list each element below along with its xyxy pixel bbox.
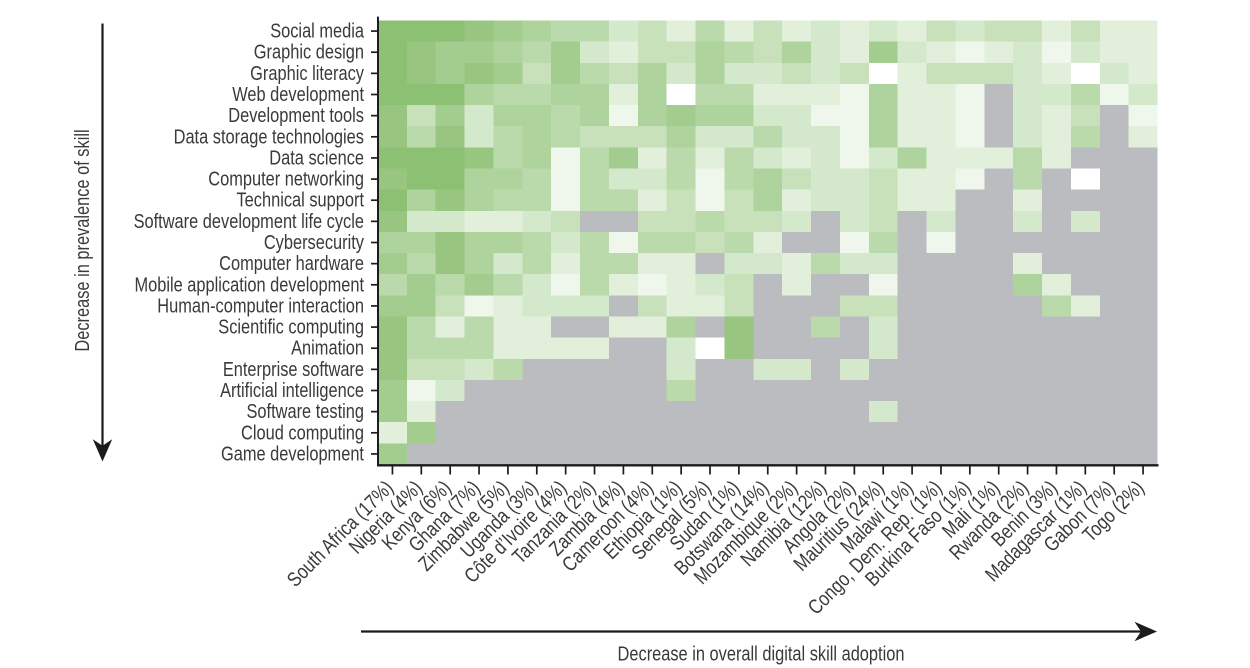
svg-text:Data science: Data science [269,146,364,169]
svg-text:Computer networking: Computer networking [208,167,364,190]
svg-text:Decrease in prevalence of skil: Decrease in prevalence of skill [70,129,93,351]
svg-text:Social media: Social media [270,19,364,42]
svg-text:Scientific computing: Scientific computing [218,315,364,338]
svg-text:Data storage technologies: Data storage technologies [174,125,364,148]
svg-text:Artificial intelligence: Artificial intelligence [220,378,364,401]
svg-text:Cloud computing: Cloud computing [241,421,364,444]
svg-text:Technical support: Technical support [236,188,364,211]
svg-text:Cybersecurity: Cybersecurity [264,230,365,253]
svg-text:Software development life cycl: Software development life cycle [134,209,364,232]
svg-text:Decrease in overall digital sk: Decrease in overall digital skill adopti… [618,642,905,665]
svg-text:Web development: Web development [232,82,365,105]
svg-text:Development tools: Development tools [228,103,364,126]
svg-text:Computer hardware: Computer hardware [219,251,364,274]
svg-text:Graphic design: Graphic design [254,40,364,63]
svg-text:Software testing: Software testing [247,399,364,422]
svg-text:Animation: Animation [291,336,364,359]
svg-text:Human-computer interaction: Human-computer interaction [157,294,364,317]
svg-text:Game development: Game development [221,442,365,465]
svg-text:Mobile application development: Mobile application development [134,273,364,296]
svg-text:Graphic literacy: Graphic literacy [250,61,364,84]
svg-text:Enterprise software: Enterprise software [223,357,364,380]
